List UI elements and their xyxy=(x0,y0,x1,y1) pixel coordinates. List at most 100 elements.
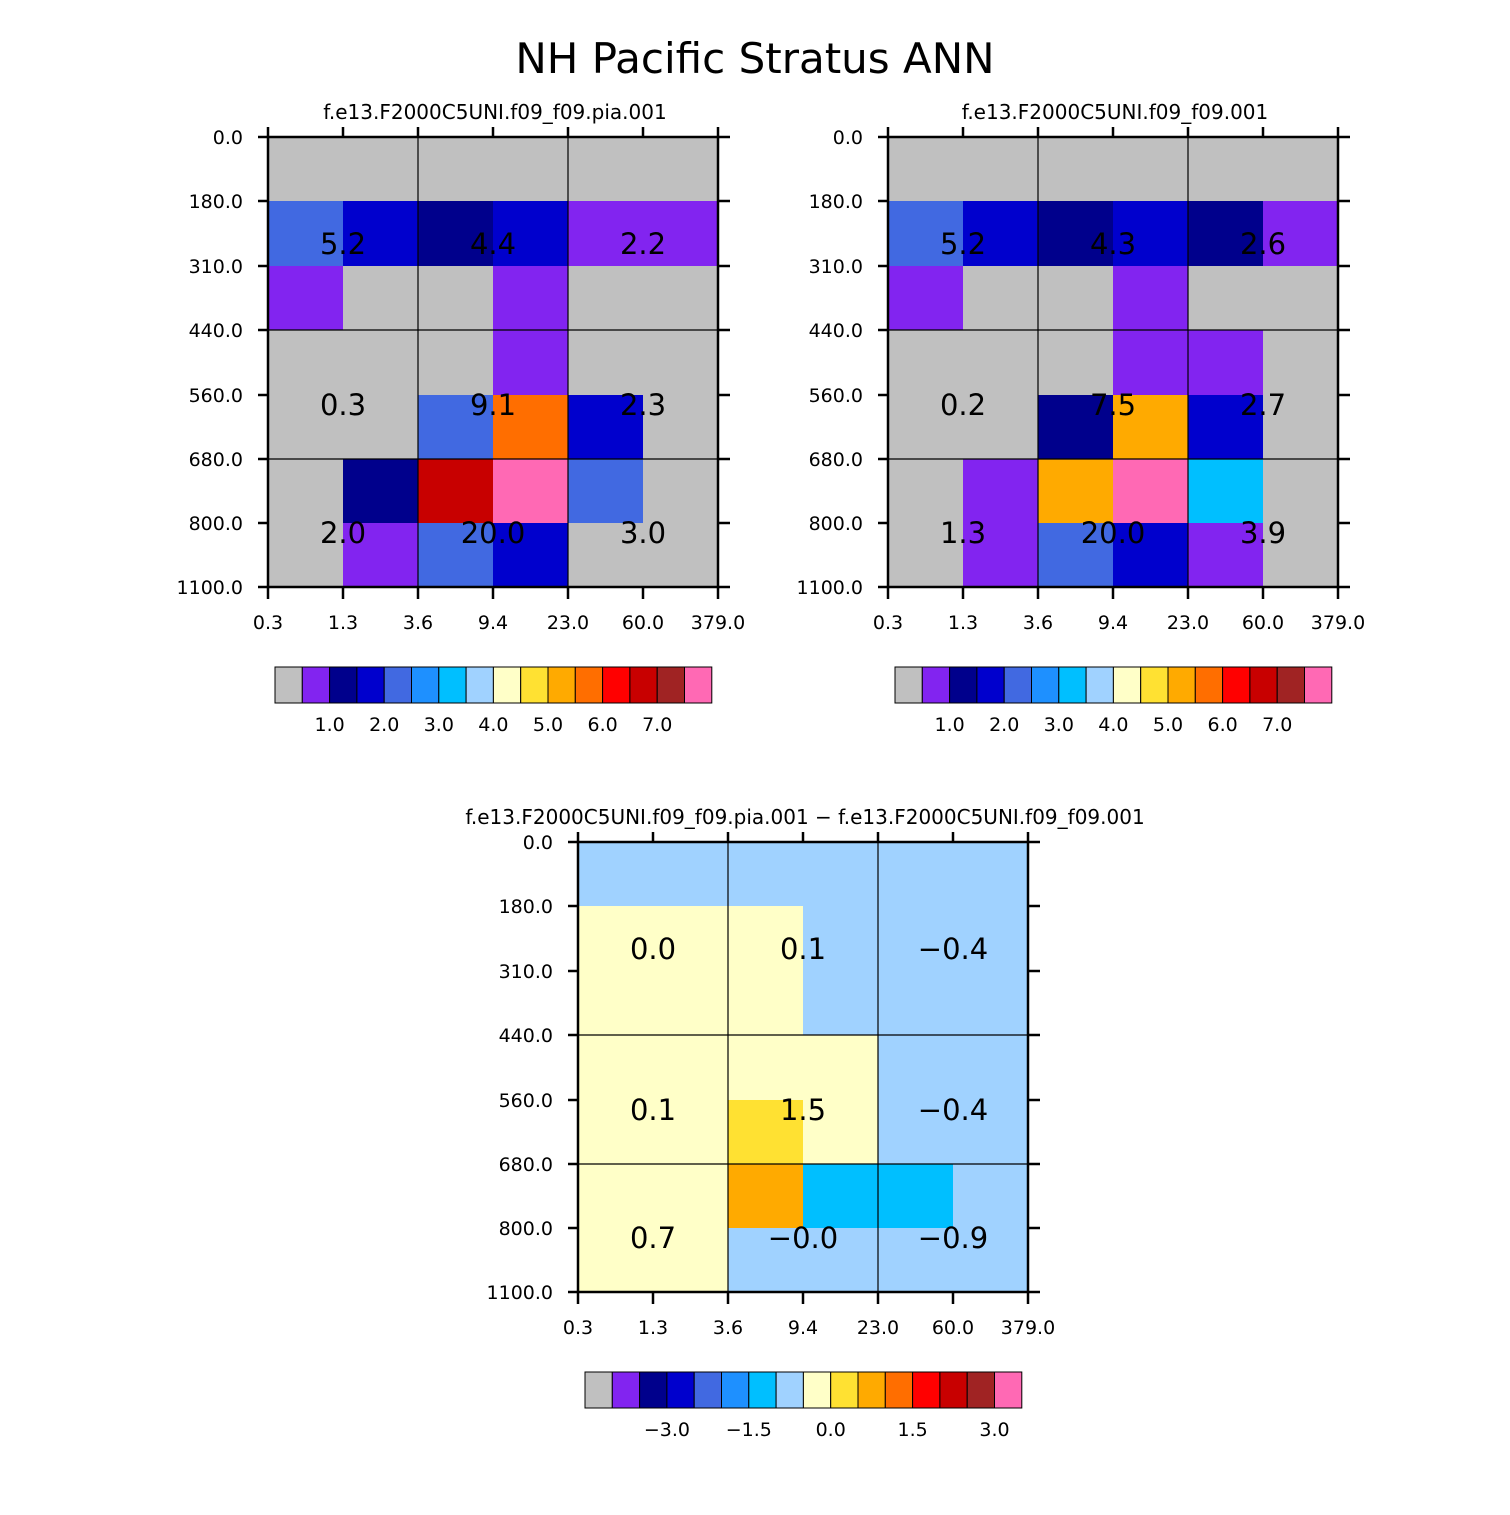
box-value-label: 1.5 xyxy=(780,1093,826,1127)
box-value-label: −0.4 xyxy=(918,1093,988,1127)
heatmap-cell xyxy=(888,266,964,331)
heatmap-cell xyxy=(568,330,644,396)
x-tick-label: 379.0 xyxy=(1311,612,1365,634)
heatmap-cell xyxy=(953,906,1029,972)
y-tick-label: 680.0 xyxy=(189,449,243,471)
heatmap-cell xyxy=(1113,266,1189,331)
heatmap-cell xyxy=(493,395,569,460)
heatmap-cell xyxy=(268,330,344,396)
y-tick-label: 180.0 xyxy=(499,896,553,918)
y-tick-label: 0.0 xyxy=(833,127,863,149)
x-tick-label: 379.0 xyxy=(1001,1317,1055,1339)
y-tick-label: 560.0 xyxy=(189,385,243,407)
x-tick-label: 60.0 xyxy=(1242,612,1284,634)
x-tick-label: 1.3 xyxy=(948,612,978,634)
colorbar-swatch xyxy=(666,1371,695,1409)
heatmap-cell xyxy=(578,971,654,1036)
heatmap-cell xyxy=(963,137,1039,202)
heatmap-cell xyxy=(568,266,644,331)
heatmap-cell xyxy=(728,1164,804,1229)
heatmap-cell xyxy=(953,1164,1029,1229)
heatmap-cell xyxy=(888,330,964,396)
x-tick-label: 9.4 xyxy=(1098,612,1128,634)
heatmap-cell xyxy=(728,1100,804,1165)
colorbar-label: 0.0 xyxy=(816,1419,846,1441)
heatmap-cell xyxy=(728,906,804,972)
box-value-label: 2.3 xyxy=(620,388,666,422)
panel-pia: f.e13.F2000C5UNI.f09_f09.pia.001 0.0 180.0… xyxy=(177,100,746,736)
heatmap-cell xyxy=(803,842,879,907)
colorbar-swatch xyxy=(356,666,385,704)
box-value-label: 20.0 xyxy=(1081,516,1146,550)
colorbar-swatch xyxy=(329,666,358,704)
box-value-label: 5.2 xyxy=(320,227,366,261)
heatmap-cell xyxy=(1113,523,1189,588)
y-tick-label: 680.0 xyxy=(499,1154,553,1176)
heatmap-cell xyxy=(803,1035,879,1101)
heatmap-cell xyxy=(728,1035,804,1101)
heatmap-cell xyxy=(568,459,644,524)
y-tick-label: 800.0 xyxy=(189,513,243,535)
colorbar-label: 3.0 xyxy=(979,1419,1009,1441)
heatmap-cell xyxy=(888,523,964,588)
colorbar-swatch xyxy=(894,666,923,704)
y-tick-label: 800.0 xyxy=(499,1218,553,1240)
heatmap-cell xyxy=(568,137,644,202)
heatmap-cell xyxy=(1263,266,1339,331)
heatmap-cell xyxy=(493,330,569,396)
y-tick-label: 310.0 xyxy=(189,256,243,278)
x-tick-label: 23.0 xyxy=(547,612,589,634)
box-value-label: 0.3 xyxy=(320,388,366,422)
box-value-label: 0.2 xyxy=(940,388,986,422)
colorbar-label: 3.0 xyxy=(424,714,454,736)
colorbar-swatch xyxy=(802,1371,832,1409)
x-tick-label: 3.6 xyxy=(403,612,433,634)
heatmap-cell xyxy=(728,1228,804,1293)
panel-title: f.e13.F2000C5UNI.f09_f09.001 xyxy=(962,100,1269,124)
colorbar-label: 7.0 xyxy=(1262,714,1292,736)
heatmap-cell xyxy=(953,1100,1029,1165)
heatmap-cell xyxy=(1188,459,1264,524)
heatmap-cell xyxy=(343,523,419,588)
heatmap-cell xyxy=(493,137,569,202)
colorbar-swatch xyxy=(1167,666,1196,704)
colorbar-label: 2.0 xyxy=(369,714,399,736)
heatmap-cell xyxy=(578,842,654,907)
colorbar-label: 5.0 xyxy=(533,714,563,736)
colorbar-swatch xyxy=(411,666,440,704)
heatmap-cell xyxy=(1263,523,1339,588)
heatmap-cell xyxy=(803,906,879,972)
colorbar-swatch xyxy=(1085,666,1114,704)
colorbar-swatch xyxy=(1222,666,1251,704)
y-tick-label: 0.0 xyxy=(523,832,553,854)
heatmap-cell xyxy=(643,266,719,331)
heatmap-cell xyxy=(963,330,1039,396)
box-value-label: 4.3 xyxy=(1090,227,1136,261)
heatmap-cell xyxy=(578,906,654,972)
heatmap-cell xyxy=(643,395,719,460)
heatmap-cell xyxy=(418,137,494,202)
box-value-label: 3.9 xyxy=(1240,516,1286,550)
box-value-label: −0.9 xyxy=(918,1221,988,1255)
x-tick-label: 9.4 xyxy=(788,1317,818,1339)
heatmap-cell xyxy=(1188,330,1264,396)
y-tick-label: 310.0 xyxy=(809,256,863,278)
colorbar-swatch xyxy=(748,1371,777,1409)
heatmap-cell xyxy=(1188,201,1264,267)
box-value-label: 0.7 xyxy=(630,1221,676,1255)
heatmap-cell xyxy=(1038,395,1114,460)
colorbar-swatch xyxy=(574,666,604,704)
colorbar-swatch xyxy=(775,1371,804,1409)
colorbar-swatch xyxy=(994,1371,1023,1409)
x-tick-label: 23.0 xyxy=(1167,612,1209,634)
colorbar-swatch xyxy=(547,666,576,704)
heatmap-cell xyxy=(643,201,719,267)
heatmap-cell xyxy=(578,1164,654,1229)
heatmap-cell xyxy=(1188,266,1264,331)
heatmap-cell xyxy=(493,459,569,524)
colorbar-swatch xyxy=(656,666,686,704)
colorbar-swatch xyxy=(1249,666,1278,704)
box-value-label: −0.0 xyxy=(768,1221,838,1255)
heatmap-cell xyxy=(418,523,494,588)
heatmap-cell xyxy=(888,137,964,202)
